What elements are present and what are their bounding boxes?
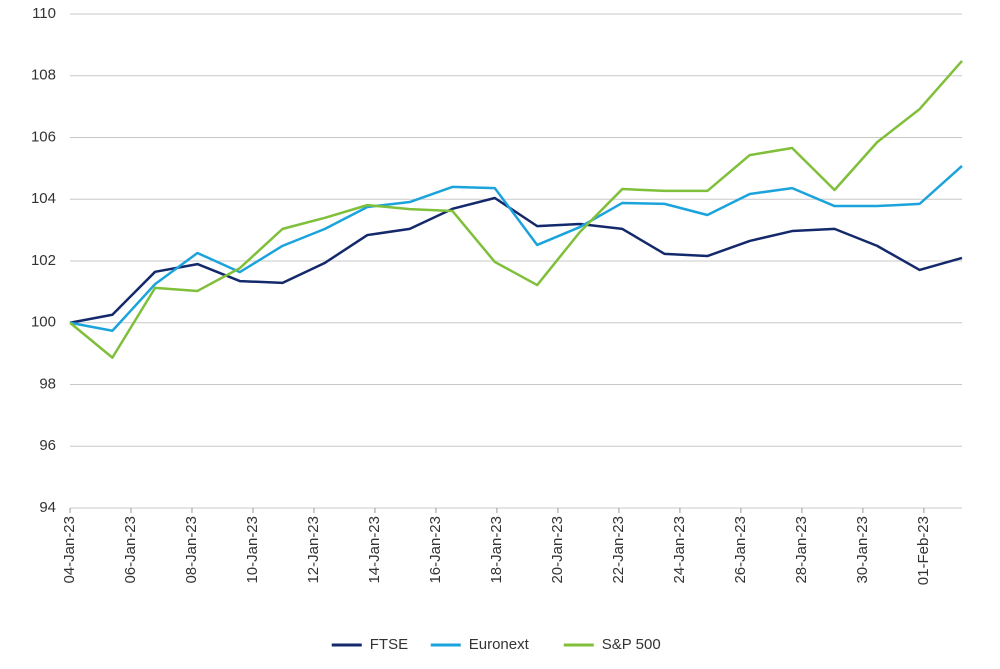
legend-label: S&P 500 xyxy=(602,636,661,653)
x-tick-label: 30-Jan-23 xyxy=(854,516,871,584)
x-tick-label: 24-Jan-23 xyxy=(671,516,688,584)
y-tick-label: 102 xyxy=(31,252,56,269)
legend-label: Euronext xyxy=(469,636,530,653)
x-tick-label: 01-Feb-23 xyxy=(915,516,932,585)
x-tick-label: 12-Jan-23 xyxy=(305,516,322,584)
y-tick-label: 100 xyxy=(31,314,56,331)
y-tick-label: 106 xyxy=(31,128,56,145)
series-line xyxy=(69,164,963,333)
x-tick-label: 10-Jan-23 xyxy=(244,516,261,584)
x-tick-label: 14-Jan-23 xyxy=(366,516,383,584)
x-tick-label: 04-Jan-23 xyxy=(61,516,78,584)
y-tick-label: 104 xyxy=(31,190,56,207)
y-tick-label: 96 xyxy=(39,437,56,454)
y-tick-label: 98 xyxy=(39,375,56,392)
legend-label: FTSE xyxy=(370,636,408,653)
x-tick-label: 08-Jan-23 xyxy=(183,516,200,584)
x-tick-label: 06-Jan-23 xyxy=(122,516,139,584)
x-tick-label: 18-Jan-23 xyxy=(488,516,505,584)
y-tick-label: 110 xyxy=(32,5,56,22)
series-line xyxy=(69,196,963,324)
y-tick-label: 94 xyxy=(39,499,56,516)
series-line xyxy=(69,60,963,359)
x-tick-label: 26-Jan-23 xyxy=(732,516,749,584)
y-tick-label: 108 xyxy=(31,67,56,84)
x-tick-label: 28-Jan-23 xyxy=(793,516,810,584)
x-tick-label: 20-Jan-23 xyxy=(549,516,566,584)
x-tick-label: 16-Jan-23 xyxy=(427,516,444,584)
x-tick-label: 22-Jan-23 xyxy=(610,516,627,584)
